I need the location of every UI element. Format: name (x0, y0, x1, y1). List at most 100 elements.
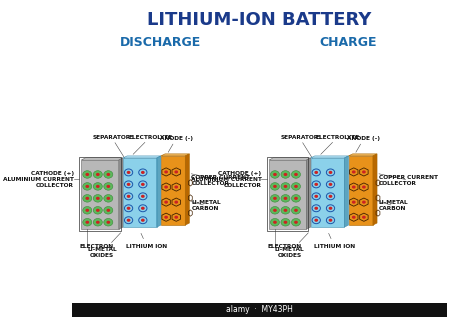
Text: ANODE (-): ANODE (-) (160, 136, 193, 152)
Circle shape (315, 207, 318, 210)
Text: ELECTRON: ELECTRON (267, 244, 301, 249)
Circle shape (284, 173, 288, 176)
Circle shape (281, 183, 290, 190)
Circle shape (104, 206, 113, 214)
Polygon shape (310, 158, 344, 227)
Circle shape (292, 183, 301, 190)
Text: CATHODE (+)
ALUMINIUM CURRENT
COLLECTOR: CATHODE (+) ALUMINIUM CURRENT COLLECTOR (3, 171, 74, 188)
Circle shape (164, 216, 168, 219)
Circle shape (315, 195, 318, 198)
Circle shape (315, 183, 318, 186)
Circle shape (164, 186, 168, 188)
Circle shape (281, 171, 290, 178)
Circle shape (273, 209, 277, 212)
Circle shape (104, 219, 113, 226)
Circle shape (352, 170, 356, 173)
Text: COPPER CURRENT
COLLECTOR: COPPER CURRENT COLLECTOR (379, 174, 438, 186)
Text: SEPARATOR: SEPARATOR (93, 135, 131, 158)
Circle shape (328, 171, 333, 174)
Circle shape (96, 185, 100, 188)
Text: LI-METAL
CARBON: LI-METAL CARBON (191, 200, 221, 211)
Polygon shape (185, 154, 189, 225)
Circle shape (141, 171, 145, 174)
Text: LITHIUM-ION BATTERY: LITHIUM-ION BATTERY (148, 11, 372, 28)
Text: ELECTROLYTE: ELECTROLYTE (315, 134, 360, 154)
Circle shape (96, 209, 100, 212)
Polygon shape (269, 160, 306, 229)
Circle shape (294, 209, 298, 212)
Circle shape (270, 195, 279, 202)
Polygon shape (161, 154, 189, 156)
Circle shape (352, 216, 356, 219)
Circle shape (141, 183, 145, 186)
Circle shape (292, 171, 301, 178)
Circle shape (352, 201, 356, 204)
Text: LI-METAL
OXIDES: LI-METAL OXIDES (275, 233, 308, 258)
Circle shape (174, 170, 178, 173)
Circle shape (83, 219, 92, 226)
Polygon shape (269, 158, 310, 160)
Circle shape (284, 209, 288, 212)
Circle shape (141, 207, 145, 210)
Circle shape (107, 197, 110, 200)
Bar (267, 157, 308, 231)
Circle shape (83, 171, 92, 178)
Polygon shape (81, 160, 119, 229)
Circle shape (93, 219, 102, 226)
Circle shape (352, 186, 356, 188)
Polygon shape (348, 156, 373, 225)
Circle shape (270, 219, 279, 226)
Circle shape (96, 197, 100, 200)
Bar (79, 157, 121, 231)
Text: ELECTRON: ELECTRON (79, 244, 113, 249)
Circle shape (273, 185, 277, 188)
Circle shape (96, 173, 100, 176)
Circle shape (292, 195, 301, 202)
Circle shape (273, 197, 277, 200)
Polygon shape (119, 158, 123, 229)
Text: ANODE (-): ANODE (-) (347, 136, 380, 152)
Text: SEPARATOR: SEPARATOR (280, 135, 319, 158)
Circle shape (86, 185, 89, 188)
Circle shape (284, 197, 288, 200)
Circle shape (127, 183, 130, 186)
Circle shape (86, 209, 89, 212)
Polygon shape (123, 158, 157, 227)
Circle shape (284, 185, 288, 188)
Circle shape (86, 197, 89, 200)
Circle shape (93, 195, 102, 202)
Circle shape (281, 206, 290, 214)
Circle shape (127, 207, 130, 210)
Text: LI-METAL
CARBON: LI-METAL CARBON (379, 200, 409, 211)
Circle shape (328, 183, 333, 186)
Circle shape (328, 195, 333, 198)
Circle shape (281, 219, 290, 226)
Circle shape (281, 195, 290, 202)
Polygon shape (123, 156, 161, 158)
Circle shape (292, 219, 301, 226)
Text: DISCHARGE: DISCHARGE (120, 36, 201, 49)
Circle shape (93, 206, 102, 214)
Circle shape (104, 183, 113, 190)
Circle shape (292, 206, 301, 214)
Circle shape (328, 207, 333, 210)
Circle shape (294, 173, 298, 176)
Circle shape (294, 221, 298, 224)
Circle shape (107, 209, 110, 212)
Circle shape (174, 216, 178, 219)
Circle shape (164, 201, 168, 204)
Circle shape (273, 221, 277, 224)
Circle shape (164, 170, 168, 173)
Circle shape (362, 201, 366, 204)
Circle shape (141, 195, 145, 198)
Circle shape (328, 219, 333, 222)
Circle shape (86, 173, 89, 176)
Circle shape (93, 171, 102, 178)
Circle shape (93, 183, 102, 190)
Text: COPPER CURRENT
COLLECTOR: COPPER CURRENT COLLECTOR (191, 174, 250, 186)
Circle shape (362, 216, 366, 219)
Circle shape (141, 219, 145, 222)
Polygon shape (373, 154, 377, 225)
Polygon shape (157, 156, 161, 227)
Circle shape (294, 197, 298, 200)
